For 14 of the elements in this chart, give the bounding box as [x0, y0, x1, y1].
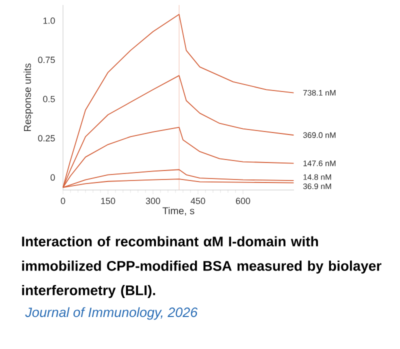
y-tick-label: 0.75 [38, 56, 55, 64]
text: Interaction of recombinant αM I-domain with immobilized CPP-modified BSA measured by biolayer interferometry (BLI). [22, 236, 382, 298]
x-tick-label: 150 [101, 198, 116, 204]
x-tick-label: 600 [236, 198, 250, 204]
x-tick-label: 450 [190, 198, 206, 204]
x-tick-label: 300 [146, 198, 160, 204]
y-axis-title: Response units [24, 64, 33, 132]
text: Journal of Immunology, 2026 [25, 307, 198, 320]
x-axis-title: Time, s [162, 206, 194, 216]
y-tick-label: 0 [50, 174, 55, 181]
y-tick-label: 0.5 [43, 96, 55, 102]
y-tick-label: 1.0 [43, 17, 55, 24]
x-tick-label: 0 [60, 198, 66, 204]
y-tick-label: 0.25 [38, 135, 55, 142]
